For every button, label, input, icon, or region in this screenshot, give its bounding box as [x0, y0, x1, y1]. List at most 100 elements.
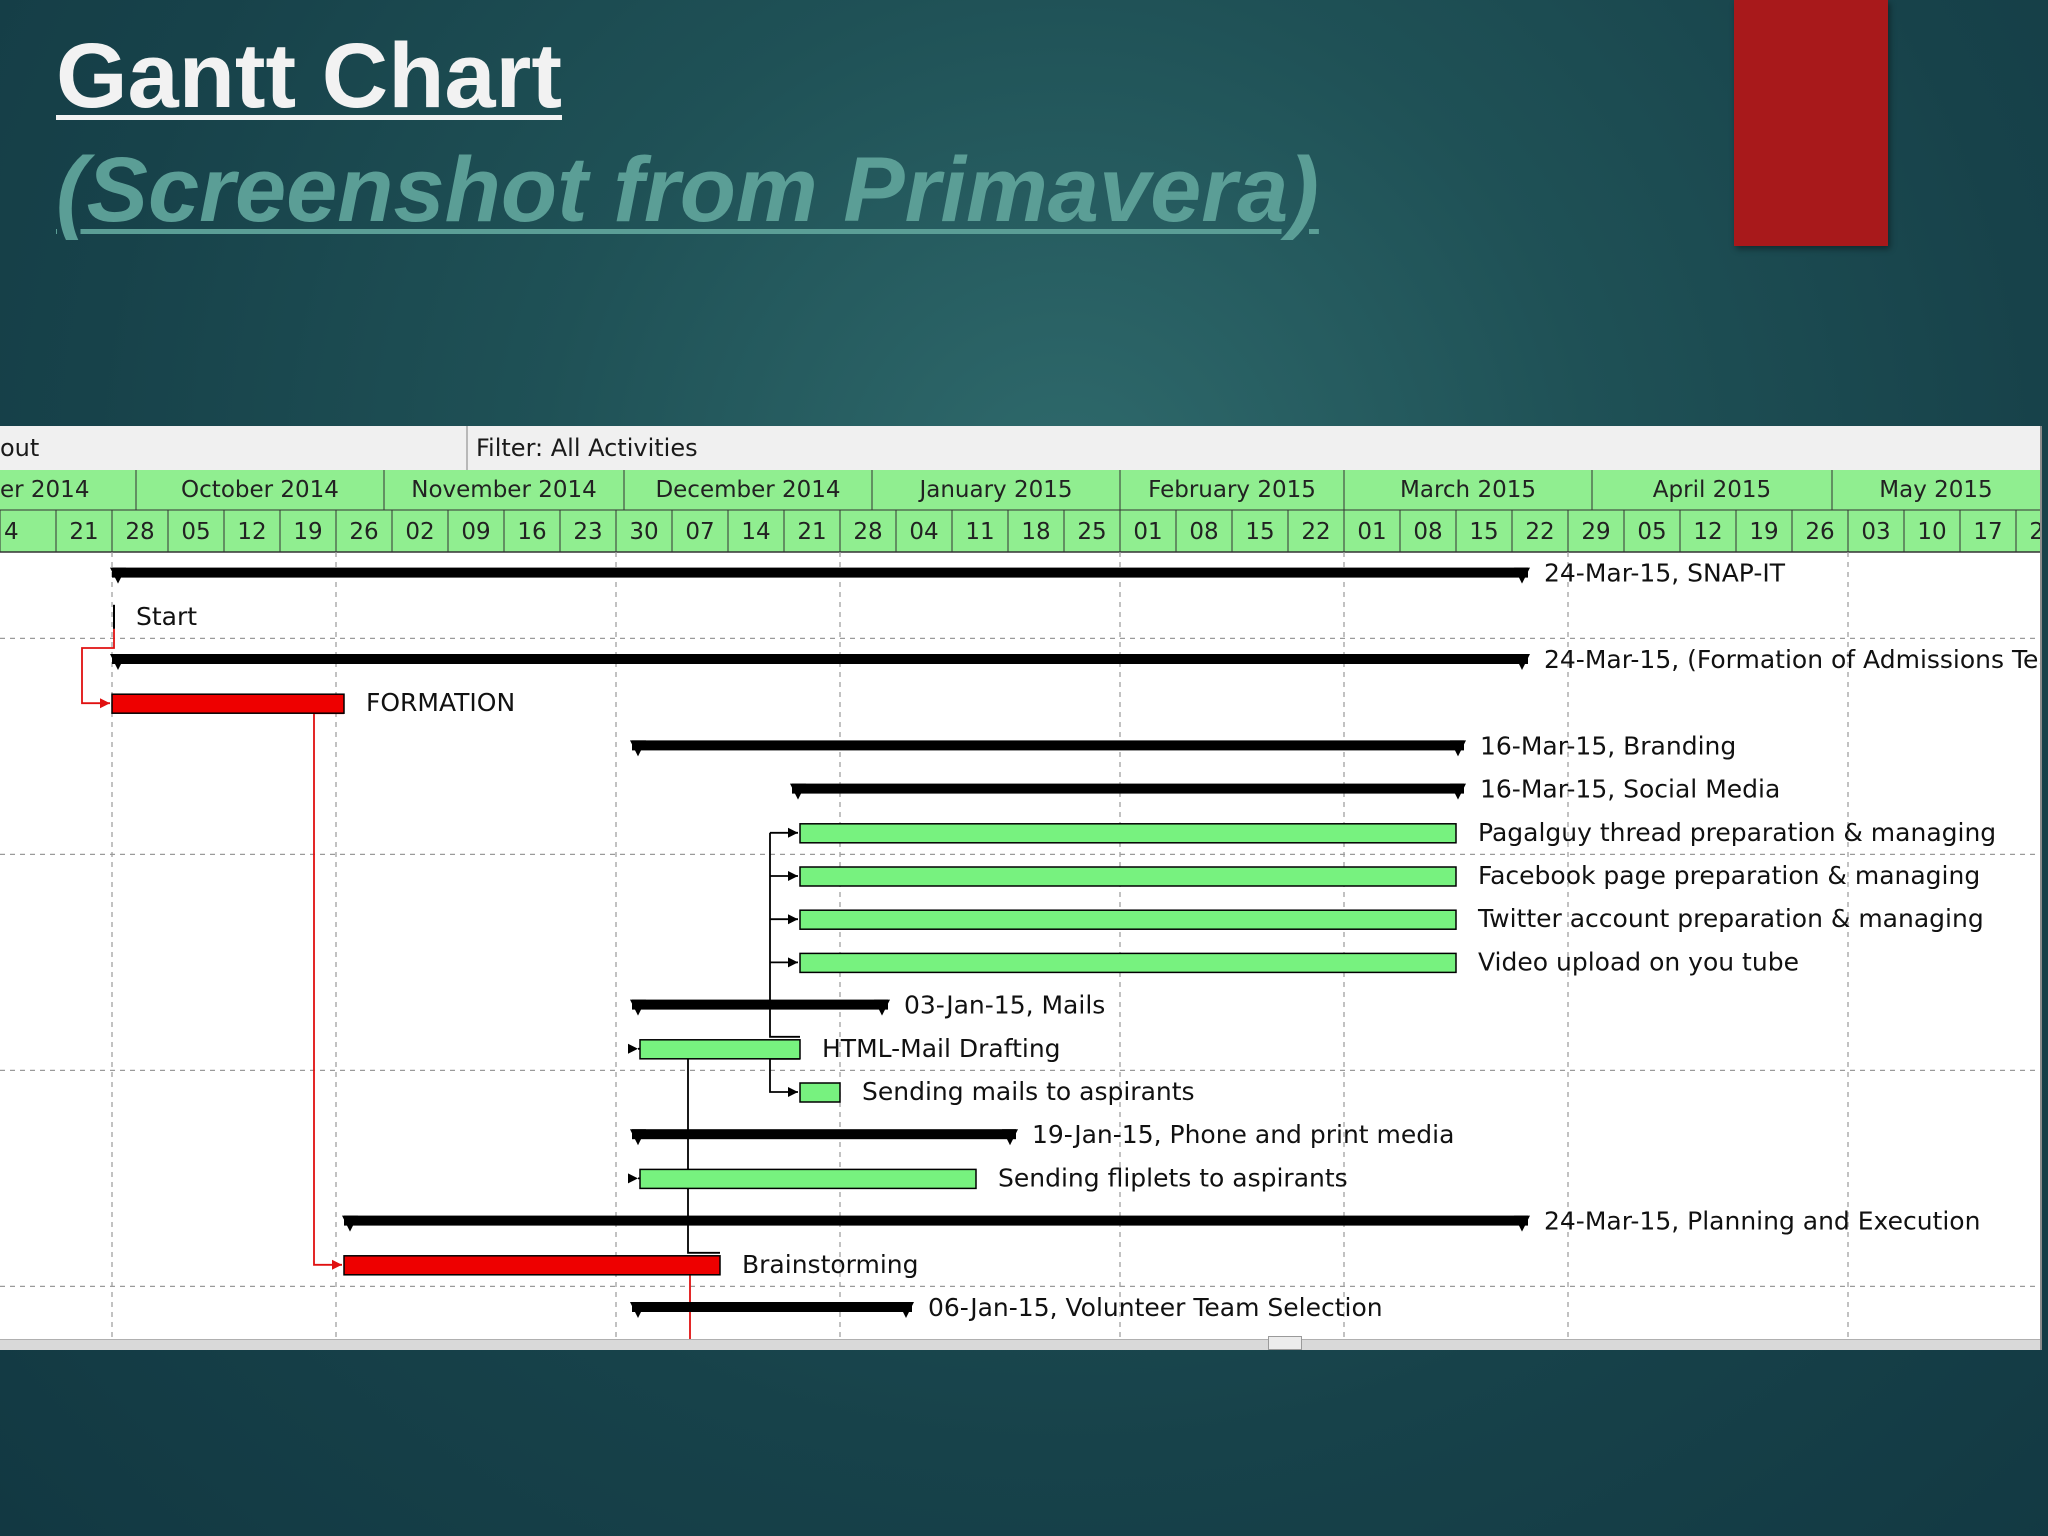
slide-title: Gantt Chart [56, 25, 562, 127]
relationship-line [687, 1048, 720, 1254]
month-label: December 2014 [655, 477, 840, 503]
activity-label: Sending fliplets to aspirants [998, 1163, 1348, 1192]
month-label: October 2014 [181, 477, 339, 503]
activity-bar [799, 1082, 841, 1103]
summary-end-marker [1002, 1129, 1018, 1146]
relationship-line-arrowhead [788, 827, 798, 838]
filter-label[interactable]: Filter: All Activities [476, 434, 698, 462]
relationship-line-critical-arrowhead [332, 1259, 342, 1270]
week-label: 08 [1189, 519, 1218, 545]
week-label: 12 [1693, 519, 1722, 545]
week-label: 08 [1413, 519, 1442, 545]
summary-bar [112, 654, 1528, 664]
activity-label: Sending mails to aspirants [862, 1077, 1195, 1106]
week-label: 26 [1805, 519, 1834, 545]
activity-label: HTML-Mail Drafting [822, 1034, 1061, 1063]
gantt-area: er 2014 October 2014 November 2014 December… [0, 470, 2040, 1342]
summary-end-marker [1450, 783, 1466, 800]
summary-end-marker [874, 999, 890, 1016]
summary-bar [792, 783, 1464, 794]
timescale-header [0, 470, 2040, 552]
week-label: 12 [237, 519, 266, 545]
summary-label: 24-Mar-15, Planning and Execution [1544, 1207, 1980, 1236]
relationship-line [769, 1057, 800, 1093]
month-label: January 2015 [917, 477, 1072, 503]
week-label: 25 [1077, 519, 1106, 545]
week-label: 22 [1301, 519, 1330, 545]
relationship-line-critical [81, 628, 115, 705]
week-label: 30 [629, 519, 658, 545]
critical-activity-bar [111, 693, 345, 714]
week-label: 01 [1133, 519, 1162, 545]
week-label: 04 [909, 519, 938, 545]
week-label: 15 [1469, 519, 1498, 545]
week-label: 05 [1637, 519, 1666, 545]
week-label: 03 [1861, 519, 1890, 545]
summary-start-marker [110, 654, 126, 670]
summary-start-marker [342, 1215, 358, 1232]
scrollbar-thumb[interactable] [1268, 1336, 1302, 1350]
summary-end-marker [898, 1302, 914, 1318]
relationship-line-critical [313, 712, 344, 1266]
summary-start-marker [630, 740, 646, 757]
activity-label: Video upload on you tube [1478, 947, 1799, 976]
summary-end-marker [1514, 1215, 1530, 1232]
month-label: er 2014 [0, 477, 89, 503]
horizontal-scrollbar[interactable] [0, 1336, 2040, 1350]
summary-start-marker [110, 567, 126, 584]
activity-bar [799, 909, 1457, 930]
month-label: April 2015 [1653, 477, 1771, 503]
week-label: 01 [1357, 519, 1386, 545]
relationship-line-arrowhead [628, 1173, 638, 1184]
summary-label: 06-Jan-15, Volunteer Team Selection [928, 1293, 1383, 1322]
summary-label: 24-Mar-15, SNAP-IT [1544, 559, 1786, 588]
activity-label: Pagalguy thread preparation & managing [1478, 818, 1996, 847]
gantt-chart: er 2014 October 2014 November 2014 December… [0, 470, 2040, 1342]
summary-bar [344, 1215, 1528, 1226]
primavera-screenshot: out Filter: All Activities er 2014 Octobe… [0, 426, 2042, 1350]
month-label: May 2015 [1879, 477, 1992, 503]
week-label: 19 [1749, 519, 1778, 545]
week-label: 16 [517, 519, 546, 545]
summary-start-marker [630, 999, 646, 1016]
critical-activity-bar [343, 1255, 721, 1276]
summary-label: 19-Jan-15, Phone and print media [1032, 1120, 1454, 1149]
summary-label: 16-Mar-15, Social Media [1480, 775, 1780, 804]
summary-bar [632, 1302, 912, 1312]
accent-rectangle [1734, 0, 1888, 246]
week-label: 05 [181, 519, 210, 545]
week-label: 24 [2029, 519, 2040, 545]
activity-bar [799, 866, 1457, 887]
activity-bar [799, 952, 1457, 974]
week-label: 18 [1021, 519, 1050, 545]
layout-label[interactable]: out [0, 434, 40, 462]
week-label: 21 [797, 519, 826, 545]
relationship-line-arrowhead [788, 914, 798, 925]
week-label: 4 [4, 519, 19, 545]
summary-start-marker [630, 1129, 646, 1146]
summary-bar [632, 1129, 1016, 1140]
summary-bar [632, 999, 888, 1010]
week-label: 21 [69, 519, 98, 545]
summary-end-marker [1450, 740, 1466, 757]
week-label: 29 [1581, 519, 1610, 545]
summary-end-marker [1514, 654, 1530, 670]
relationship-line [769, 832, 800, 1038]
month-label: March 2015 [1400, 477, 1536, 503]
week-label: 17 [1973, 519, 2002, 545]
summary-bar [632, 740, 1464, 751]
relationship-line-critical-arrowhead [100, 698, 110, 709]
week-label: 28 [125, 519, 154, 545]
toolbar: out Filter: All Activities [0, 426, 2040, 471]
activity-label: Brainstorming [742, 1250, 919, 1279]
week-label: 02 [405, 519, 434, 545]
week-label: 28 [853, 519, 882, 545]
milestone-label: Start [136, 602, 197, 631]
summary-label: 24-Mar-15, (Formation of Admissions Team [1544, 645, 2040, 674]
activity-label: Twitter account preparation & managing [1477, 904, 1984, 933]
relationship-line-arrowhead [628, 1043, 638, 1054]
week-label: 22 [1525, 519, 1554, 545]
relationship-line-arrowhead [788, 1087, 798, 1097]
relationship-line-arrowhead [788, 871, 798, 881]
month-label: November 2014 [411, 477, 597, 503]
